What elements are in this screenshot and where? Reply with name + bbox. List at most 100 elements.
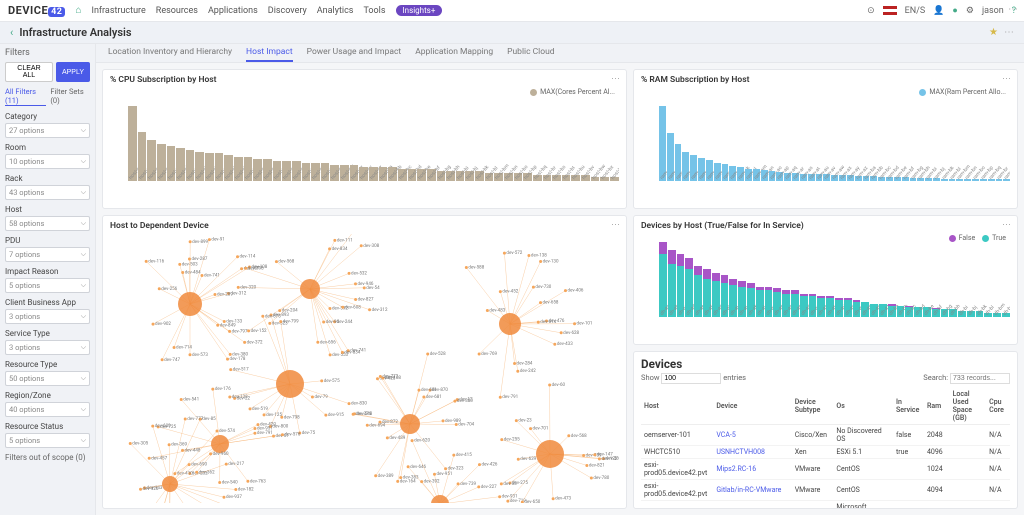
bar[interactable]: dh-aa bbox=[659, 242, 667, 317]
bar[interactable]: dh-ai bbox=[729, 279, 737, 317]
bar[interactable]: host-af bbox=[176, 148, 185, 181]
table-row[interactable]: esxi-prod05.device42.pvtMips2.RC-16VMwar… bbox=[641, 459, 1010, 480]
filter-select[interactable]: 43 options bbox=[5, 185, 90, 200]
filter-select[interactable]: 27 options bbox=[5, 123, 90, 138]
subtab[interactable]: Public Cloud bbox=[507, 47, 554, 62]
bar[interactable]: dh-be bbox=[923, 307, 931, 317]
col-header[interactable]: Os bbox=[833, 388, 893, 425]
bar[interactable]: host-bp bbox=[523, 173, 532, 181]
bar[interactable]: ram-ai bbox=[722, 164, 729, 181]
bar[interactable]: dh-bk bbox=[976, 311, 984, 317]
bar[interactable]: host-az bbox=[369, 167, 378, 181]
table-row[interactable]: esxi-140.device42esx2hb78wq/hsrhd27RVMwa… bbox=[641, 501, 1010, 510]
bar[interactable]: host-ar bbox=[292, 161, 301, 181]
nav-infrastructure[interactable]: Infrastructure bbox=[92, 6, 146, 16]
bar[interactable]: dh-bi bbox=[958, 311, 966, 317]
bar[interactable]: ram-ap bbox=[776, 172, 783, 181]
bar[interactable]: ram-av bbox=[823, 174, 830, 181]
bar[interactable]: host-bn bbox=[504, 173, 513, 181]
bar[interactable]: ram-bi bbox=[925, 178, 932, 181]
bar[interactable]: host-bc bbox=[398, 169, 407, 181]
subtab[interactable]: Host Impact bbox=[246, 47, 293, 62]
filter-select[interactable]: 50 options bbox=[5, 371, 90, 386]
device-link[interactable]: Gitlab/in-RC-VMware bbox=[716, 486, 781, 494]
bar[interactable]: host-ae bbox=[167, 146, 176, 181]
bar[interactable]: dh-au bbox=[835, 298, 843, 317]
table-row[interactable]: esxi-prod05.device42.pvtGitlab/in-RC-VMw… bbox=[641, 480, 1010, 501]
bar[interactable]: host-bs bbox=[552, 175, 561, 181]
bar[interactable]: dh-bl bbox=[984, 313, 992, 317]
filter-select[interactable]: 40 options bbox=[5, 402, 90, 417]
bar[interactable]: dh-ah bbox=[721, 275, 729, 317]
bar[interactable]: dh-ba bbox=[888, 304, 896, 317]
bar[interactable]: ram-bn bbox=[964, 179, 971, 181]
bar[interactable]: host-ac bbox=[147, 140, 156, 181]
favorite-icon[interactable]: ★ bbox=[989, 27, 998, 38]
bar[interactable]: host-bl bbox=[485, 173, 494, 181]
cpu-chart[interactable]: host-aahost-abhost-achost-adhost-aehost-… bbox=[110, 96, 619, 203]
bar[interactable]: ram-bo bbox=[972, 179, 979, 181]
bar[interactable]: dh-ao bbox=[782, 290, 790, 317]
bar[interactable]: ram-ax bbox=[839, 175, 846, 181]
bar[interactable]: ram-ao bbox=[769, 171, 776, 181]
bar[interactable]: ram-al bbox=[745, 169, 752, 181]
panel-ram-menu-icon[interactable]: ⋯ bbox=[1002, 74, 1011, 84]
nav-tools[interactable]: Tools bbox=[363, 6, 385, 16]
bar[interactable]: ram-ah bbox=[714, 163, 721, 181]
search-input[interactable] bbox=[950, 373, 1010, 384]
filters-scope[interactable]: Filters out of scope (0) bbox=[5, 453, 90, 462]
bar[interactable]: host-by bbox=[610, 177, 619, 181]
bar[interactable]: dh-bg bbox=[941, 309, 949, 317]
panel-cpu-menu-icon[interactable]: ⋯ bbox=[611, 74, 620, 84]
nav-applications[interactable]: Applications bbox=[208, 6, 258, 16]
bar[interactable]: host-aj bbox=[215, 153, 224, 181]
bar[interactable]: dh-bm bbox=[993, 313, 1001, 317]
bar[interactable]: dh-ab bbox=[668, 250, 676, 317]
filter-select[interactable]: 3 options bbox=[5, 309, 90, 324]
col-header[interactable]: Ram bbox=[924, 388, 950, 425]
nav-resources[interactable]: Resources bbox=[156, 6, 198, 16]
bar[interactable]: host-bt bbox=[562, 175, 571, 181]
panel-network-menu-icon[interactable]: ⋯ bbox=[611, 220, 620, 230]
bar[interactable]: ram-aa bbox=[659, 106, 666, 181]
bar[interactable]: host-ai bbox=[205, 153, 214, 181]
bar[interactable]: host-aq bbox=[282, 161, 291, 181]
bar[interactable]: host-as bbox=[302, 163, 311, 181]
bar[interactable]: host-bu bbox=[571, 175, 580, 181]
bar[interactable]: dh-af bbox=[703, 269, 711, 317]
bar[interactable]: host-ax bbox=[350, 165, 359, 181]
tab-filter-sets[interactable]: Filter Sets (0) bbox=[50, 87, 90, 106]
bar[interactable]: host-bm bbox=[494, 173, 503, 181]
bar[interactable]: host-bk bbox=[475, 171, 484, 181]
device-link[interactable]: USNHCTVH008 bbox=[716, 448, 765, 456]
bar[interactable]: host-ba bbox=[379, 167, 388, 181]
bar[interactable]: host-bq bbox=[533, 175, 542, 181]
bar[interactable]: host-ap bbox=[273, 161, 282, 181]
bar[interactable]: ram-ay bbox=[847, 175, 854, 181]
tab-all-filters[interactable]: All Filters (11) bbox=[5, 87, 46, 106]
bar[interactable]: dh-av bbox=[844, 298, 852, 317]
bar[interactable]: ram-bp bbox=[980, 179, 987, 181]
bar[interactable]: host-bx bbox=[600, 177, 609, 181]
bar[interactable]: dh-bc bbox=[905, 306, 913, 317]
bar[interactable]: dh-ad bbox=[685, 258, 693, 317]
bar[interactable]: ram-as bbox=[800, 174, 807, 181]
bar[interactable]: ram-af bbox=[698, 158, 705, 181]
bar[interactable]: ram-bg bbox=[910, 178, 917, 181]
bar[interactable]: host-aa bbox=[128, 106, 137, 181]
bar[interactable]: dh-bj bbox=[967, 311, 975, 317]
bar[interactable]: host-av bbox=[330, 165, 339, 181]
bar[interactable]: dh-ay bbox=[870, 304, 878, 317]
bar[interactable]: ram-bl bbox=[949, 179, 956, 181]
bar[interactable]: ram-ab bbox=[667, 133, 674, 181]
bar[interactable]: host-ah bbox=[195, 152, 204, 181]
bar[interactable]: host-bg bbox=[437, 171, 446, 181]
bar[interactable]: dh-at bbox=[826, 296, 834, 317]
bar[interactable]: ram-bk bbox=[941, 179, 948, 181]
insights-pill[interactable]: Insights+ bbox=[396, 5, 443, 16]
bar[interactable]: ram-aq bbox=[784, 173, 791, 181]
subtab[interactable]: Application Mapping bbox=[415, 47, 493, 62]
subtab[interactable]: Power Usage and Impact bbox=[307, 47, 402, 62]
device-link[interactable]: VCA-5 bbox=[716, 431, 735, 439]
bar[interactable]: ram-ak bbox=[737, 167, 744, 181]
